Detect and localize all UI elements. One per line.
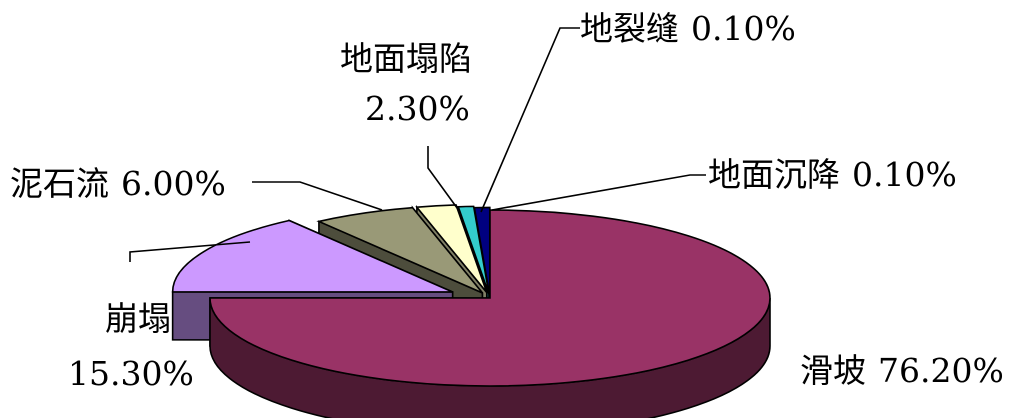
label-泥石流: 泥石流 6.00% <box>10 164 226 203</box>
label-name-地面沉降: 地面沉降 <box>708 155 840 194</box>
slice-地裂缝 <box>457 205 490 295</box>
label-地裂缝: 地裂缝 0.10% <box>580 9 796 48</box>
label-name-地面塌陷: 地面塌陷 <box>340 39 472 78</box>
slice-滑坡 <box>209 209 771 387</box>
label-value-地裂缝: 0.10% <box>691 9 796 48</box>
label-value-崩塌: 15.30% <box>68 354 194 393</box>
leader-地裂缝 <box>480 27 580 213</box>
label-value-滑坡: 76.20% <box>878 351 1004 390</box>
leader-地面沉降 <box>491 174 706 211</box>
label-value-泥石流: 6.00% <box>121 164 226 203</box>
leader-地面塌陷 <box>427 146 461 213</box>
label-滑坡: 滑坡 76.20% <box>800 351 1004 390</box>
slice-地面塌陷 <box>415 204 488 293</box>
label-name-崩塌: 崩塌 <box>105 299 171 338</box>
label-name-泥石流: 泥石流 <box>10 164 109 203</box>
data-labels: 地裂缝 0.10% 地面塌陷 2.30% 泥石流 6.00% 地面沉降 0.10% 崩… <box>10 9 1004 393</box>
label-name-滑坡: 滑坡 <box>800 351 866 390</box>
label-value-地面塌陷: 2.30% <box>365 89 470 128</box>
label-value-地面沉降: 0.10% <box>852 155 957 194</box>
slice-崩塌 <box>171 219 453 293</box>
slice-泥石流 <box>316 206 483 294</box>
leader-泥石流 <box>252 181 383 211</box>
label-地面沉降: 地面沉降 0.10% <box>708 155 957 194</box>
leader-崩塌 <box>129 241 251 262</box>
pie-tops <box>171 204 771 387</box>
label-name-地裂缝: 地裂缝 <box>580 9 679 48</box>
leader-lines <box>129 27 706 262</box>
